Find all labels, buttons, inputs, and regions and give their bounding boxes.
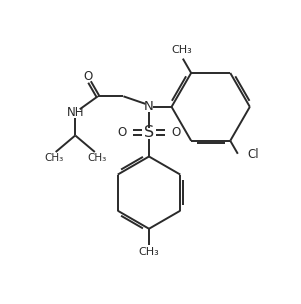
- Text: CH₃: CH₃: [44, 153, 63, 163]
- Text: O: O: [172, 126, 181, 139]
- Text: Cl: Cl: [247, 148, 259, 161]
- Text: NH: NH: [67, 106, 84, 119]
- Text: CH₃: CH₃: [87, 153, 107, 163]
- Text: N: N: [144, 100, 154, 113]
- Text: O: O: [83, 70, 93, 83]
- Text: O: O: [117, 126, 126, 139]
- Text: CH₃: CH₃: [139, 247, 159, 257]
- Text: S: S: [144, 125, 154, 140]
- Text: CH₃: CH₃: [172, 45, 192, 55]
